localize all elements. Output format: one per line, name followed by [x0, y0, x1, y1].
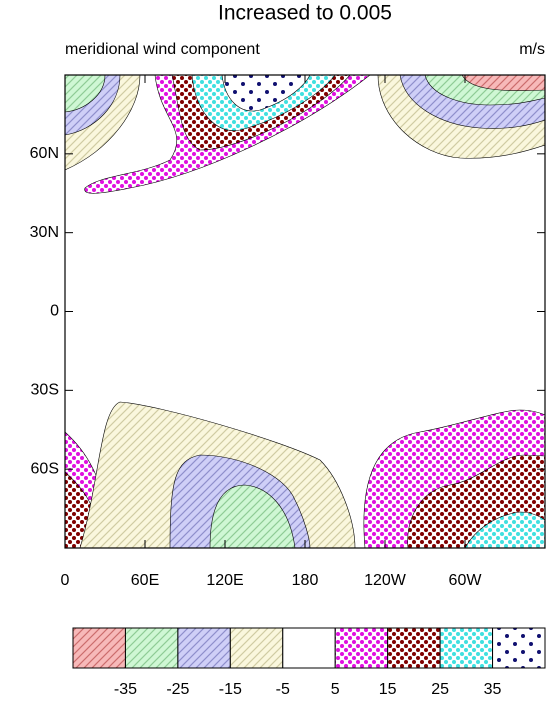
- legend-label: -15: [219, 681, 242, 698]
- x-tick-label: 120W: [364, 572, 407, 589]
- legend-box: [229, 627, 284, 669]
- x-tick-label: 60W: [449, 572, 483, 589]
- legend-box: [492, 627, 546, 669]
- y-tick-label: 30N: [30, 224, 59, 241]
- legend-label: -5: [276, 681, 290, 698]
- legend-box: [72, 627, 126, 669]
- legend-box: [282, 627, 336, 669]
- legend-label: 35: [484, 681, 502, 698]
- contour-region: [221, 75, 311, 112]
- left-string: meridional wind component: [65, 41, 260, 58]
- legend-box: [334, 627, 389, 669]
- legend-label: 5: [331, 681, 340, 698]
- legend-label: -35: [114, 681, 137, 698]
- x-tick-label: 120E: [206, 572, 243, 589]
- x-tick-label: 180: [292, 572, 319, 589]
- x-tick-label: 0: [61, 572, 70, 589]
- y-tick-label: 30S: [31, 382, 59, 399]
- legend-label: 15: [379, 681, 397, 698]
- legend-box: [439, 627, 494, 669]
- legend-box: [124, 627, 179, 669]
- chart-title: Increased to 0.005: [218, 2, 392, 25]
- y-tick-label: 0: [50, 303, 59, 320]
- legend-label: 25: [431, 681, 449, 698]
- y-tick-label: 60N: [30, 145, 59, 162]
- legend-box: [387, 627, 441, 669]
- contour-region: [65, 75, 106, 113]
- x-tick-label: 60E: [131, 572, 159, 589]
- y-tick-label: 60S: [31, 460, 59, 477]
- contour-field: [65, 75, 545, 548]
- legend-label: -25: [166, 681, 189, 698]
- units: m/s: [519, 41, 545, 58]
- contour-region: [209, 484, 296, 548]
- legend-box: [177, 627, 231, 669]
